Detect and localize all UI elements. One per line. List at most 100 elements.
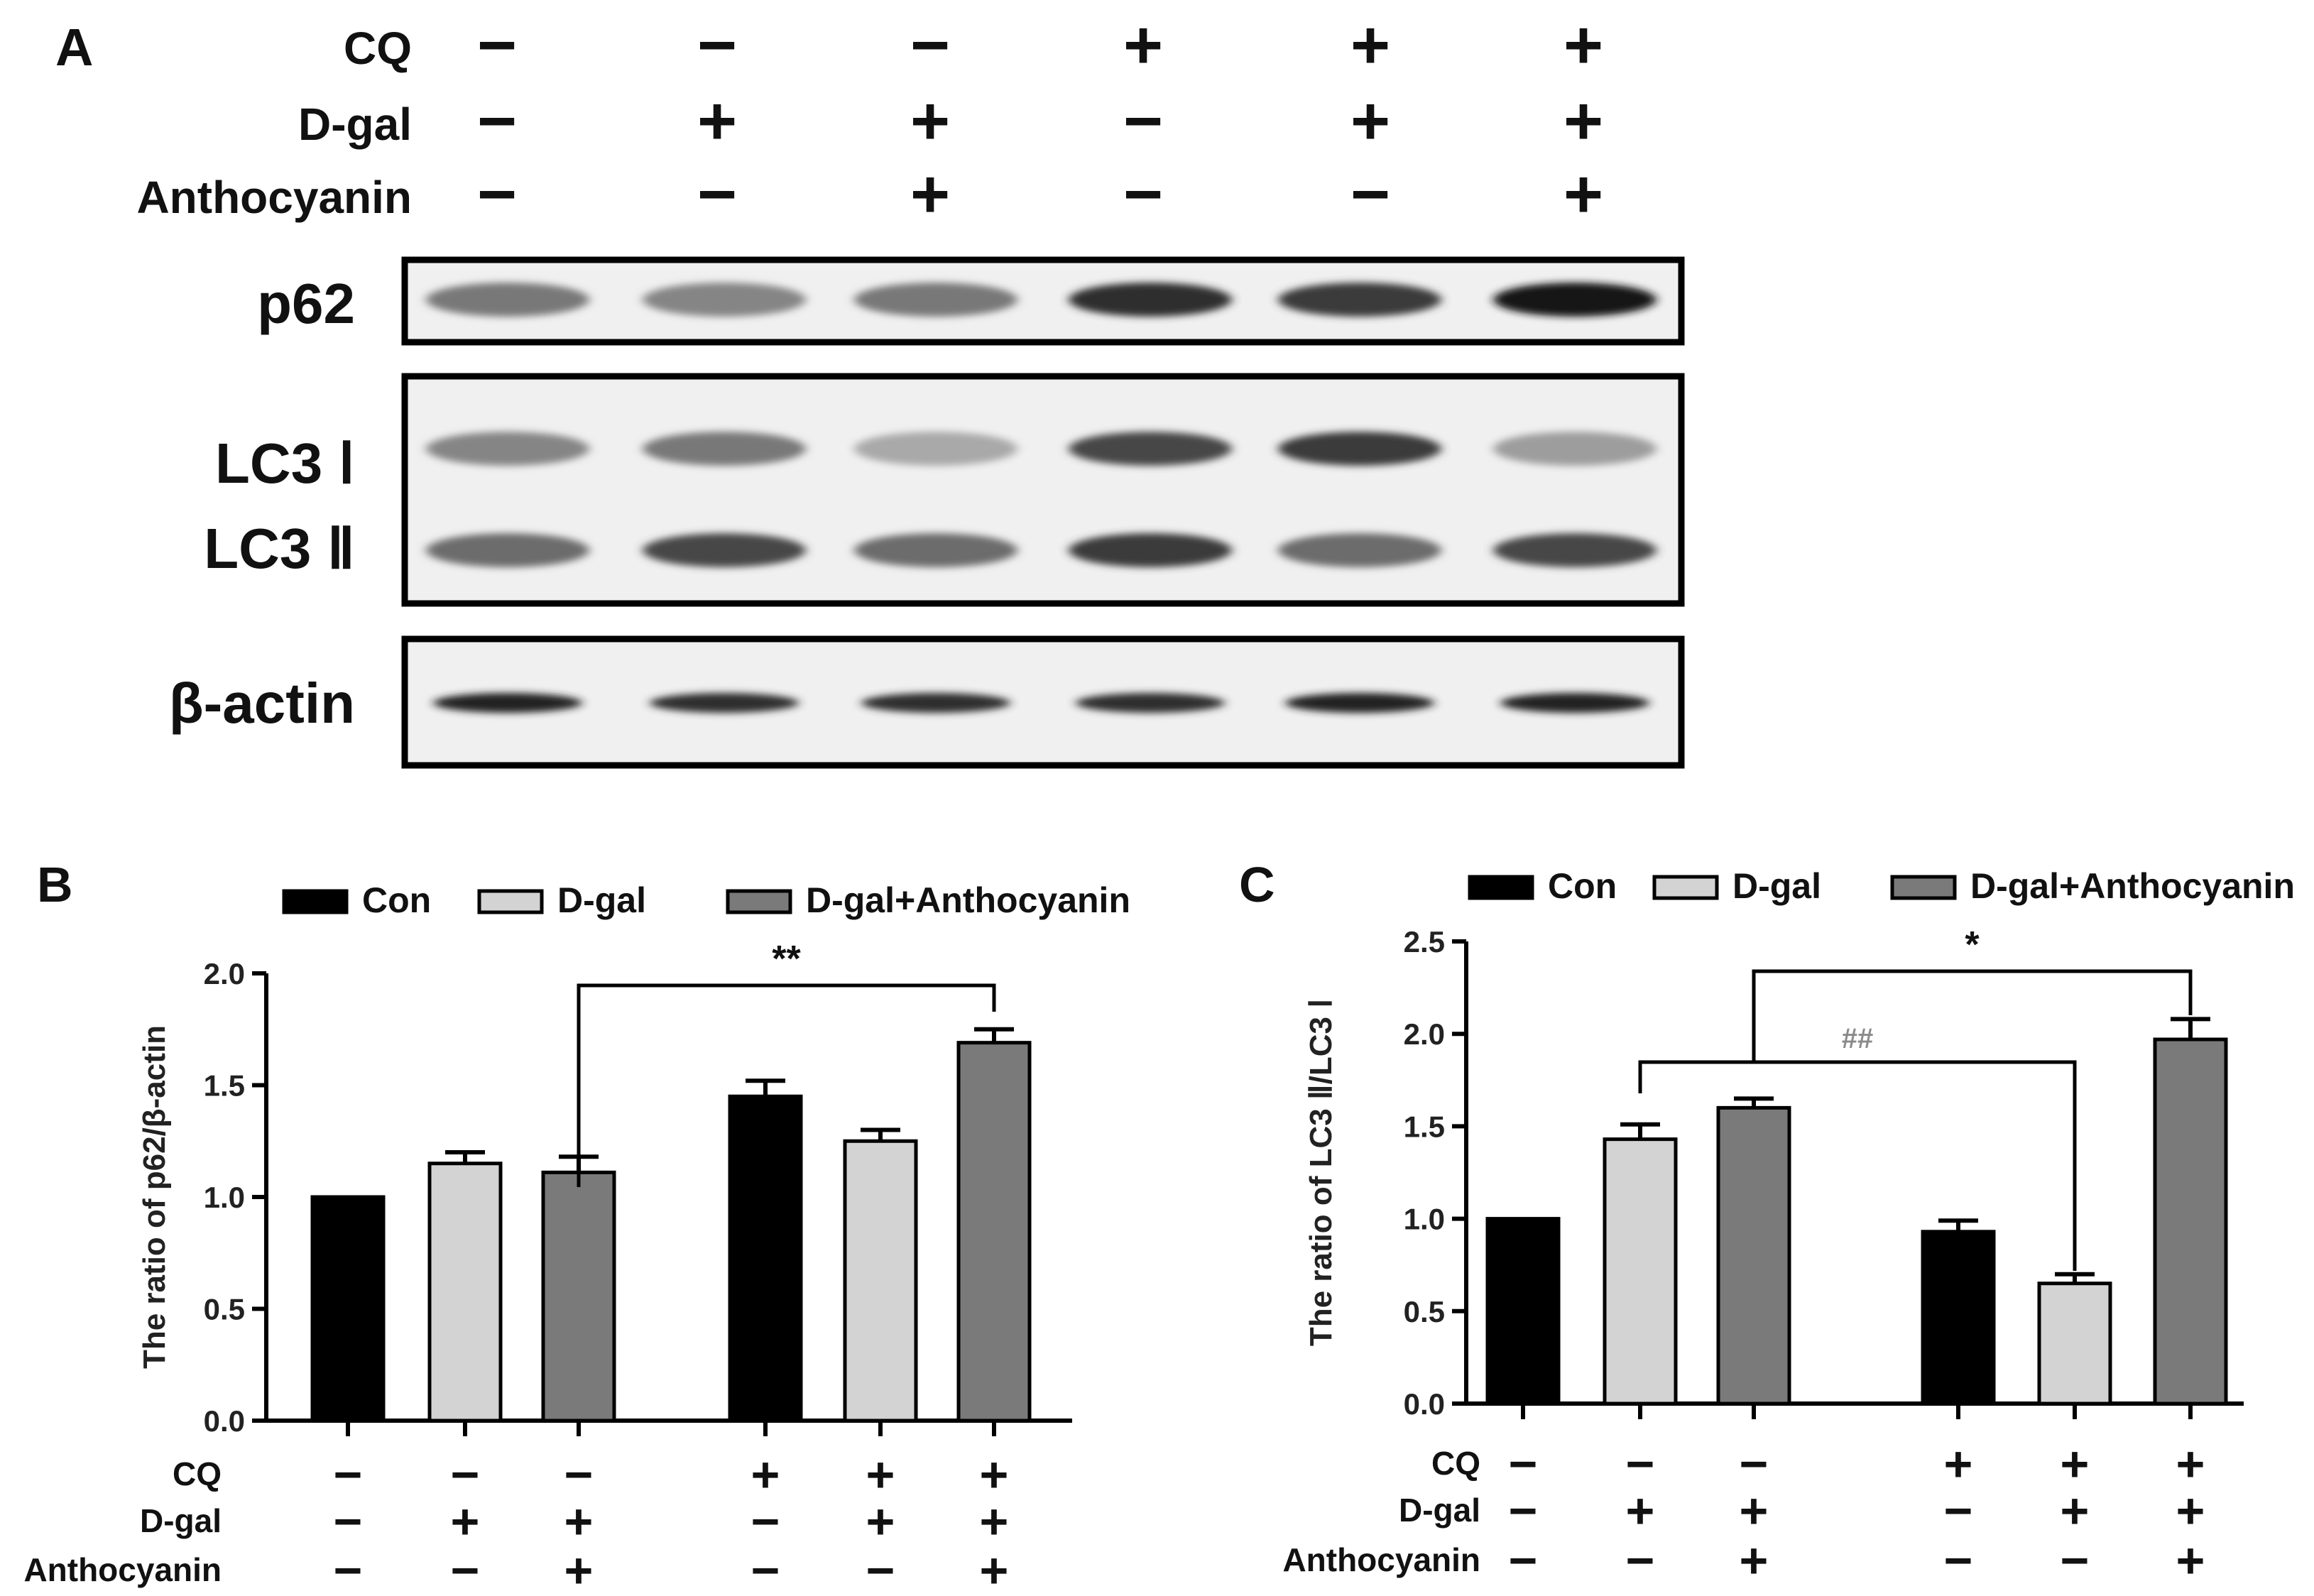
y-tick-label: 0.0 xyxy=(204,1404,245,1438)
legend-label: Con xyxy=(362,880,431,920)
treatment-sign: + xyxy=(1626,1483,1655,1538)
treatment-sign: + xyxy=(2176,1533,2205,1588)
blot-band xyxy=(1069,432,1232,466)
y-tick-label: 0.5 xyxy=(1404,1295,1445,1328)
legend-swatch xyxy=(1890,875,1957,900)
y-axis-label: The ratio of LC3 Ⅱ/LC3 Ⅰ xyxy=(1304,999,1338,1346)
bar xyxy=(1921,1230,1996,1406)
significance-bracket xyxy=(1752,969,2193,1062)
legend-swatch xyxy=(726,889,792,914)
treatment-sign: − xyxy=(751,1543,780,1596)
blot-band xyxy=(426,432,589,466)
blot-band xyxy=(643,533,806,567)
legend-label: D-gal xyxy=(557,880,646,920)
y-tick-label: 1.0 xyxy=(204,1181,245,1214)
blot-band xyxy=(426,283,589,317)
y-tick-label: 2.0 xyxy=(1404,1017,1445,1051)
treatment-sign: − xyxy=(1509,1533,1538,1588)
blot-band xyxy=(643,432,806,466)
treatment-sign: + xyxy=(1123,7,1163,83)
blot-band xyxy=(1493,283,1657,317)
treatment-sign: + xyxy=(866,1447,895,1502)
bar xyxy=(2153,1037,2228,1406)
treatment-sign: − xyxy=(477,156,517,232)
significance-bracket xyxy=(1638,1060,2077,1271)
panel-c-plot: 0.0 0.5 1.0 1.5 2.0 2.5 The ratio of LC3 Ⅱ/LC3… xyxy=(1282,924,2244,1588)
panel-b-plot: 0.0 0.5 1.0 1.5 2.0 The ratio of p62/β-actin *… xyxy=(23,939,1072,1596)
treatment-sign: + xyxy=(980,1447,1009,1502)
treatment-sign: + xyxy=(2176,1436,2205,1492)
treatment-sign: − xyxy=(334,1543,363,1596)
bar xyxy=(2037,1281,2112,1406)
blot-label: β-actin xyxy=(169,672,355,735)
treatment-sign: + xyxy=(1563,7,1603,83)
treatment-sign: − xyxy=(477,7,517,83)
treatment-sign: − xyxy=(697,156,737,232)
treatment-sign: + xyxy=(1563,156,1603,232)
treatment-sign: + xyxy=(1740,1483,1769,1538)
treatment-sign: − xyxy=(564,1447,594,1502)
legend-label: D-gal xyxy=(1732,866,1821,906)
significance-mark: * xyxy=(1965,924,1980,966)
blot-band xyxy=(854,533,1017,567)
treatment-sign: − xyxy=(1123,83,1163,159)
legend-label: D-gal+Anthocyanin xyxy=(1970,866,2295,906)
y-tick-label: 1.0 xyxy=(1404,1203,1445,1236)
bar xyxy=(427,1162,503,1423)
treatment-sign: − xyxy=(1509,1436,1538,1492)
treatment-sign: + xyxy=(866,1494,895,1549)
panel-c-lc3-chart: C Con D-gal D-gal+Anthocyanin 0.00.51.01.5… xyxy=(1239,857,2295,1588)
treatment-sign: − xyxy=(1740,1436,1769,1492)
treatment-sign: + xyxy=(751,1447,780,1502)
panel-b-p62-chart: B Con D-gal D-gal+Anthocyanin 0.00.51.01.5… xyxy=(23,857,1130,1596)
treatment-sign: − xyxy=(477,83,517,159)
blot-frame xyxy=(401,373,1685,607)
bar xyxy=(1603,1137,1678,1406)
legend-swatch xyxy=(1652,875,1719,900)
blot-band xyxy=(854,283,1017,317)
treatment-sign: − xyxy=(1509,1483,1538,1538)
legend-swatch xyxy=(282,889,349,914)
treatment-sign: − xyxy=(697,7,737,83)
panel-c-letter: C xyxy=(1239,857,1275,912)
blot-band xyxy=(1278,432,1441,466)
treatment-label: D-gal xyxy=(140,1502,222,1539)
treatment-sign: − xyxy=(1944,1533,1973,1588)
blot-label: p62 xyxy=(257,272,355,335)
blot-band xyxy=(1493,432,1657,466)
bar xyxy=(956,1041,1032,1423)
treatment-sign: + xyxy=(910,156,950,232)
legend-label: Con xyxy=(1548,866,1617,906)
panel-b-letter: B xyxy=(37,857,73,912)
y-tick-label: 0.5 xyxy=(204,1293,245,1326)
treatment-sign: − xyxy=(866,1543,895,1596)
treatment-label: CQ xyxy=(1431,1445,1480,1482)
significance-bracket xyxy=(577,983,996,1187)
blot-band xyxy=(650,693,799,713)
panel-a-treatment-rows: CQ − − − + + +D-gal − + + − + +Anthocyanin − − + − − + xyxy=(136,7,1603,232)
significance-mark: ** xyxy=(772,939,801,980)
blot-frame xyxy=(401,635,1685,769)
treatment-sign: − xyxy=(1626,1533,1655,1588)
treatment-sign: + xyxy=(1350,83,1390,159)
treatment-sign: − xyxy=(451,1543,480,1596)
panel-a-letter: A xyxy=(55,18,93,77)
treatment-label-d-gal: D-gal xyxy=(298,99,412,150)
treatment-sign: + xyxy=(564,1543,594,1596)
legend-swatch xyxy=(477,889,544,914)
panel-b-legend: Con D-gal D-gal+Anthocyanin xyxy=(282,880,1130,920)
treatment-sign: − xyxy=(751,1494,780,1549)
treatment-sign: − xyxy=(334,1447,363,1502)
treatment-label: Anthocyanin xyxy=(1282,1541,1480,1578)
blot-band xyxy=(854,432,1017,466)
blot-band xyxy=(1493,533,1657,567)
bar xyxy=(541,1170,616,1423)
treatment-sign: + xyxy=(1563,83,1603,159)
treatment-sign: + xyxy=(1350,7,1390,83)
treatment-label-anthocyanin: Anthocyanin xyxy=(136,172,412,223)
panel-a-western-blot: A CQ − − − + + +D-gal − + + − + +Anthocyanin − − + − − + p… xyxy=(55,7,1685,769)
treatment-sign: + xyxy=(2176,1483,2205,1538)
panel-a-blots: p62 LC3 Ⅰ LC3 Ⅱ β-actin xyxy=(169,256,1685,769)
bar xyxy=(1716,1105,1791,1406)
